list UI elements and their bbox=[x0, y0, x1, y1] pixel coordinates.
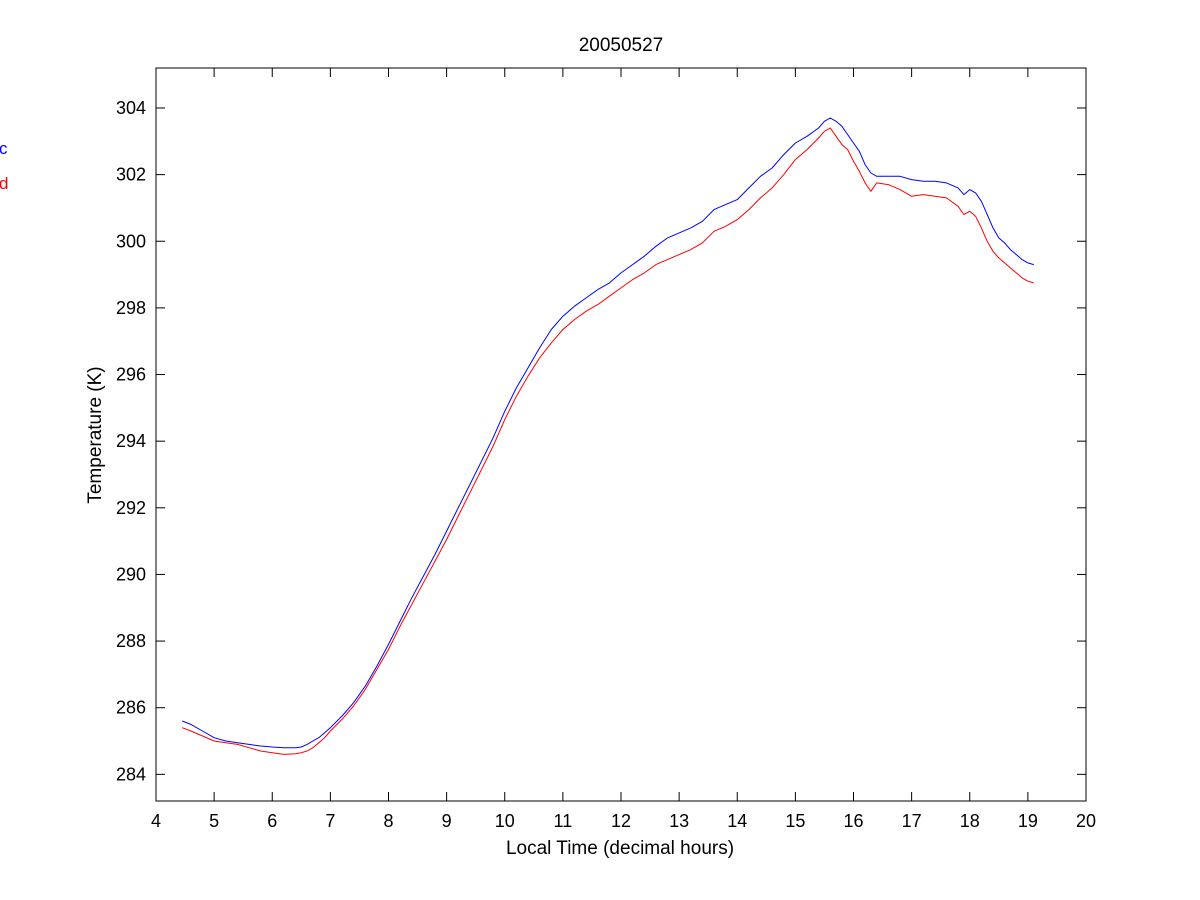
x-tick-label: 10 bbox=[495, 811, 515, 831]
y-tick-label: 302 bbox=[116, 165, 146, 185]
x-tick-label: 18 bbox=[960, 811, 980, 831]
y-tick-label: 298 bbox=[116, 298, 146, 318]
x-tick-label: 20 bbox=[1076, 811, 1096, 831]
legend-label-c: c bbox=[0, 139, 8, 158]
y-axis-label: Temperature (K) bbox=[85, 366, 106, 503]
y-tick-label: 304 bbox=[116, 98, 146, 118]
x-tick-label: 16 bbox=[843, 811, 863, 831]
x-tick-label: 5 bbox=[209, 811, 219, 831]
x-tick-label: 6 bbox=[267, 811, 277, 831]
y-tick-label: 300 bbox=[116, 231, 146, 251]
x-tick-label: 7 bbox=[325, 811, 335, 831]
y-tick-label: 296 bbox=[116, 365, 146, 385]
y-tick-label: 294 bbox=[116, 431, 146, 451]
x-tick-label: 13 bbox=[669, 811, 689, 831]
series-line-d bbox=[182, 127, 1034, 755]
y-axis: 284 286 288 290 292 294 296 298 300 302 304 bbox=[116, 98, 1086, 784]
series-line-c bbox=[182, 117, 1034, 749]
legend-label-d: d bbox=[0, 174, 8, 193]
x-axis: 4 5 6 7 8 9 10 11 12 13 14 15 16 17 18 19 20 bbox=[151, 68, 1096, 831]
x-tick-label: 4 bbox=[151, 811, 161, 831]
legend: cd bbox=[0, 139, 8, 193]
x-tick-label: 15 bbox=[785, 811, 805, 831]
y-tick-label: 284 bbox=[116, 764, 146, 784]
series-layer bbox=[182, 117, 1034, 755]
plot-area bbox=[156, 68, 1086, 801]
x-tick-label: 17 bbox=[902, 811, 922, 831]
chart-title: 20050527 bbox=[579, 35, 664, 56]
y-tick-label: 286 bbox=[116, 698, 146, 718]
x-tick-label: 14 bbox=[727, 811, 747, 831]
x-tick-label: 11 bbox=[554, 811, 573, 831]
y-tick-label: 292 bbox=[116, 498, 146, 518]
x-tick-label: 19 bbox=[1018, 811, 1038, 831]
y-tick-label: 290 bbox=[116, 564, 146, 584]
y-tick-label: 288 bbox=[116, 631, 146, 651]
x-tick-label: 8 bbox=[383, 811, 393, 831]
x-tick-label: 9 bbox=[442, 811, 452, 831]
x-axis-label: Local Time (decimal hours) bbox=[506, 838, 734, 859]
x-tick-label: 12 bbox=[611, 811, 631, 831]
